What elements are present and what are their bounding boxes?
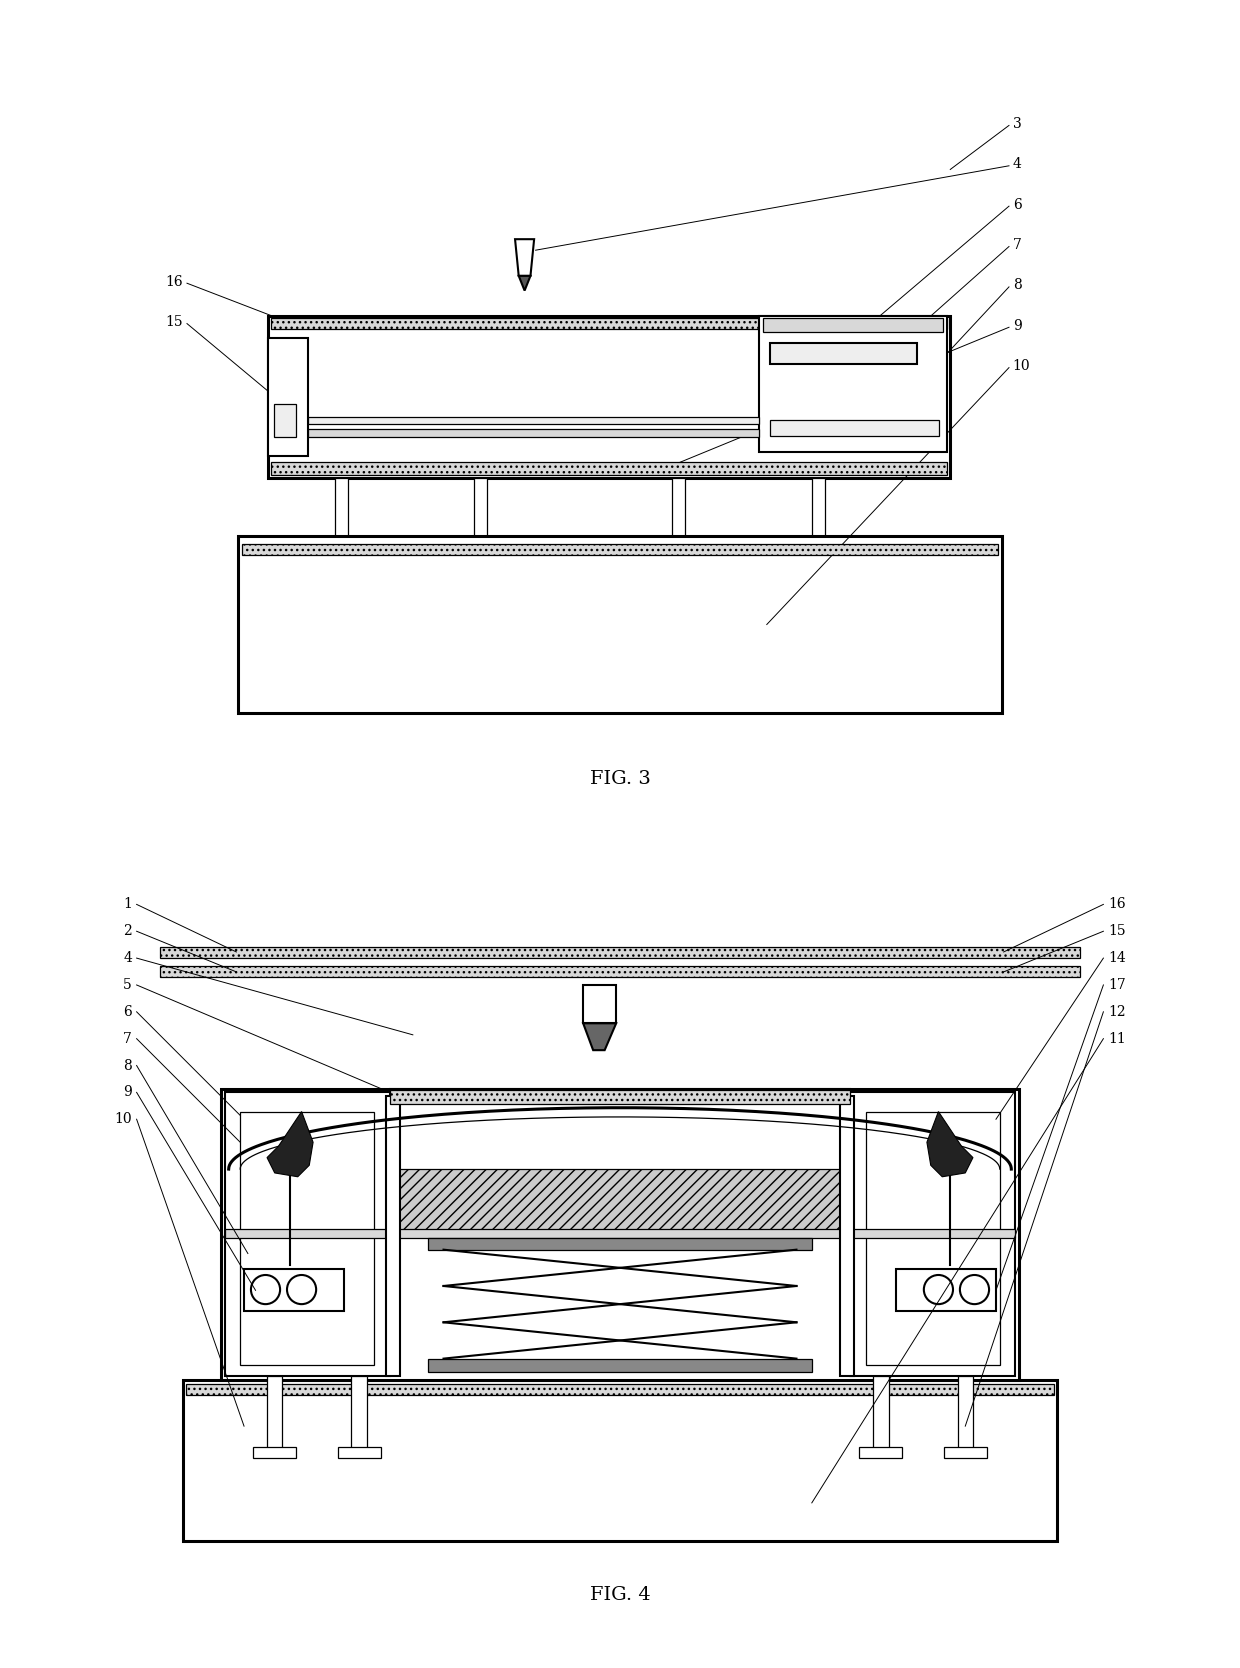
Bar — [841, 1096, 854, 1376]
Bar — [474, 477, 487, 555]
Bar — [873, 1376, 889, 1449]
Text: 9: 9 — [1013, 319, 1022, 334]
Text: 6: 6 — [123, 1004, 131, 1019]
Text: 17: 17 — [1109, 977, 1126, 992]
Bar — [337, 1446, 381, 1458]
Bar — [759, 317, 946, 452]
Bar — [770, 344, 918, 364]
Bar — [770, 420, 939, 435]
Bar — [242, 544, 998, 555]
Polygon shape — [928, 1111, 973, 1178]
Circle shape — [960, 1274, 990, 1304]
Bar — [308, 429, 759, 437]
Bar — [241, 1111, 374, 1364]
Bar — [428, 1238, 812, 1249]
Circle shape — [250, 1274, 280, 1304]
Text: 7: 7 — [1013, 239, 1022, 252]
Text: 8: 8 — [1013, 279, 1022, 292]
Circle shape — [286, 1274, 316, 1304]
Text: 7: 7 — [123, 1032, 131, 1046]
Bar — [866, 1111, 999, 1364]
Bar — [268, 317, 950, 477]
Text: 15: 15 — [166, 315, 184, 329]
Bar — [274, 404, 295, 437]
Polygon shape — [515, 239, 534, 275]
Text: 1: 1 — [123, 897, 131, 911]
Bar — [662, 552, 694, 564]
Bar — [351, 1376, 367, 1449]
Bar — [944, 1446, 987, 1458]
Bar — [398, 1169, 842, 1234]
Bar — [763, 317, 942, 332]
Text: 16: 16 — [166, 275, 184, 289]
Text: FIG. 4: FIG. 4 — [590, 1586, 650, 1605]
Bar — [428, 1359, 812, 1373]
Bar — [386, 1096, 399, 1376]
Bar — [160, 947, 1080, 957]
Bar — [897, 1269, 996, 1311]
Polygon shape — [518, 275, 531, 290]
Text: 9: 9 — [123, 1086, 131, 1099]
Bar — [224, 1093, 389, 1376]
Bar — [238, 537, 1002, 712]
Bar — [272, 462, 946, 475]
Bar — [186, 1384, 1054, 1396]
Text: 12: 12 — [1109, 1004, 1126, 1019]
Text: 10: 10 — [114, 1113, 131, 1126]
Bar — [672, 477, 686, 555]
Text: 8: 8 — [123, 1059, 131, 1073]
Bar — [253, 1446, 296, 1458]
Bar — [851, 1093, 1016, 1376]
Bar — [267, 1376, 283, 1449]
Text: 11: 11 — [1109, 1032, 1126, 1046]
Bar — [160, 966, 1080, 977]
Text: FIG. 3: FIG. 3 — [589, 769, 651, 787]
Polygon shape — [583, 984, 616, 1024]
Bar — [802, 552, 835, 564]
Bar — [221, 1089, 1019, 1379]
Text: 4: 4 — [1013, 157, 1022, 172]
Text: 16: 16 — [1109, 897, 1126, 911]
Bar — [224, 1229, 1016, 1238]
Text: 6: 6 — [1013, 198, 1022, 212]
Bar — [957, 1376, 973, 1449]
Text: 15: 15 — [1109, 924, 1126, 937]
Bar — [859, 1446, 903, 1458]
Bar — [465, 552, 497, 564]
Bar — [811, 477, 825, 555]
Bar — [389, 1091, 851, 1104]
Bar — [268, 339, 308, 455]
Bar — [272, 317, 946, 330]
Bar — [244, 1269, 343, 1311]
Circle shape — [924, 1274, 954, 1304]
Bar — [389, 1089, 851, 1173]
Polygon shape — [583, 1024, 616, 1051]
Text: 5: 5 — [123, 977, 131, 992]
Text: 10: 10 — [1013, 359, 1030, 374]
Polygon shape — [267, 1111, 312, 1178]
Text: 2: 2 — [123, 924, 131, 937]
Bar — [308, 417, 759, 424]
Bar — [325, 552, 357, 564]
Text: 4: 4 — [123, 951, 131, 966]
Bar — [335, 477, 347, 555]
Bar — [182, 1379, 1058, 1541]
Text: 3: 3 — [1013, 117, 1022, 132]
Text: 14: 14 — [1109, 951, 1126, 966]
